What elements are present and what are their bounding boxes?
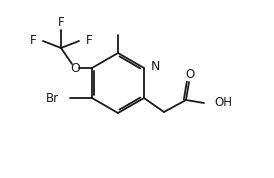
Text: Br: Br — [46, 91, 59, 104]
Text: F: F — [29, 35, 36, 48]
Text: N: N — [151, 61, 160, 74]
Text: OH: OH — [214, 96, 232, 109]
Text: F: F — [58, 17, 64, 30]
Text: O: O — [185, 69, 195, 82]
Text: O: O — [70, 62, 80, 75]
Text: F: F — [86, 35, 93, 48]
